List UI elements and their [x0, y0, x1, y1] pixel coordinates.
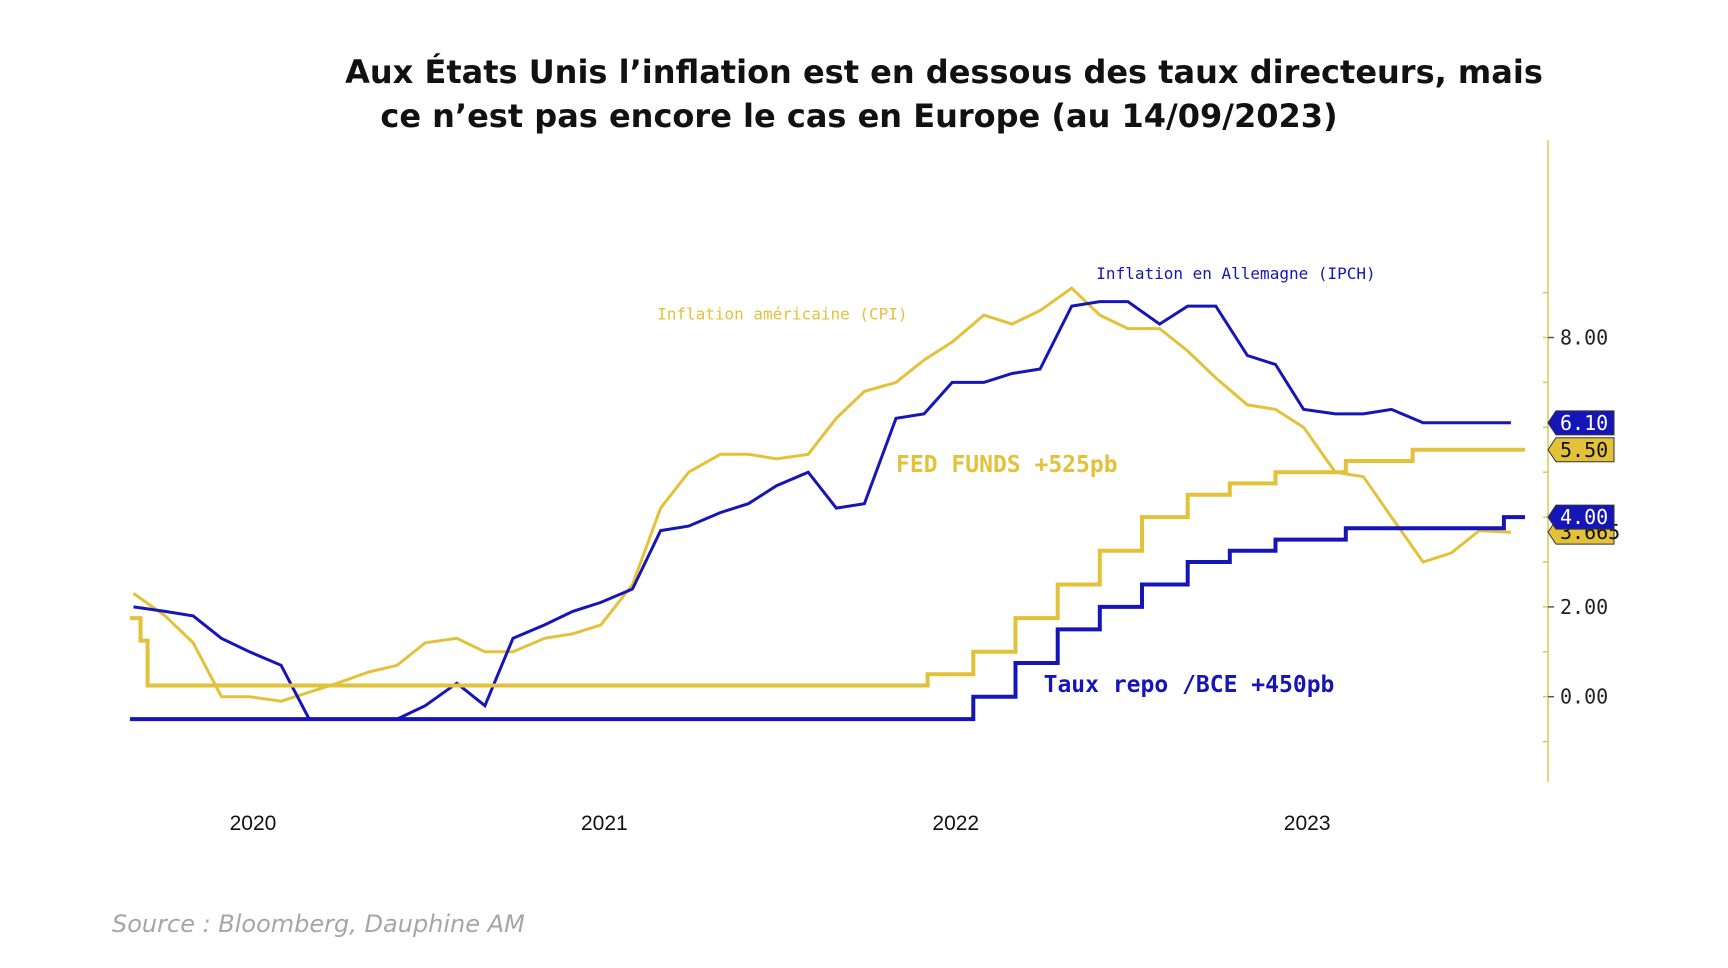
x-tick-label: 2022 [932, 812, 979, 835]
value-badge [1547, 504, 1615, 530]
source-note: Source : Bloomberg, Dauphine AM [112, 910, 525, 938]
value-badge-label: 6.10 [1560, 411, 1608, 435]
chart-title: Aux États Unis l’inflation est en dessou… [0, 50, 1728, 138]
chart-annotation: Taux repo /BCE +450pb [1044, 672, 1335, 698]
series-label: Inflation en Allemagne (IPCH) [1096, 264, 1375, 283]
value-badge [1547, 410, 1615, 436]
y-tick-label: 8.00 [1560, 326, 1608, 350]
x-tick-label: 2021 [581, 812, 628, 835]
value-badge [1547, 437, 1615, 463]
chart-title-line-2: ce n’est pas encore le cas en Europe (au… [380, 97, 1338, 135]
y-tick-label: 2.00 [1560, 595, 1608, 619]
chart-title-line-1: Aux États Unis l’inflation est en dessou… [345, 53, 1543, 91]
x-tick-label: 2020 [230, 812, 277, 835]
series-line-taux-repo-bce [130, 515, 1525, 722]
chart-annotation: FED FUNDS +525pb [896, 452, 1118, 478]
value-badge-label: 4.00 [1560, 505, 1608, 529]
series-line-inflation-am-ricaine-cpi [132, 286, 1511, 703]
series-line-fed-funds [130, 447, 1525, 688]
series-line-inflation-en-allemagne-ipch [133, 300, 1511, 721]
value-badge-label: 5.50 [1560, 438, 1608, 462]
y-tick-label: 0.00 [1560, 685, 1608, 709]
series-label: Inflation américaine (CPI) [657, 305, 907, 324]
x-tick-label: 2023 [1284, 812, 1331, 835]
